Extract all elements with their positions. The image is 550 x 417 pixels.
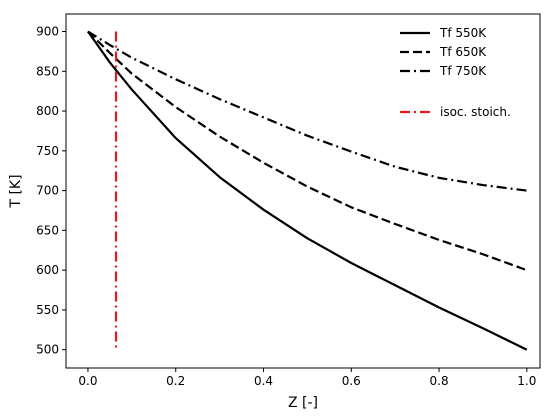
y-tick-label: 800 [36, 104, 59, 118]
y-tick-label: 900 [36, 25, 59, 39]
y-tick-label: 600 [36, 263, 59, 277]
legend-label: Tf 750K [439, 64, 487, 78]
y-tick-label: 650 [36, 223, 59, 237]
x-tick-label: 0.6 [342, 374, 361, 388]
x-tick-label: 0.0 [78, 374, 97, 388]
legend-label: isoc. stoich. [440, 105, 511, 119]
legend-label: Tf 650K [439, 45, 487, 59]
x-axis-ticks: 0.0 0.2 0.4 0.6 0.8 1.0 [78, 368, 536, 388]
x-tick-label: 0.4 [254, 374, 273, 388]
series-layer [87, 30, 528, 351]
x-tick-label: 1.0 [517, 374, 536, 388]
x-axis-label: Z [-] [288, 395, 318, 411]
x-tick-label: 0.2 [166, 374, 185, 388]
legend: Tf 550K Tf 650K Tf 750K isoc. stoich. [400, 26, 511, 119]
y-tick-label: 550 [36, 303, 59, 317]
y-tick-label: 700 [36, 184, 59, 198]
y-axis-ticks: 500 550 600 650 700 750 800 850 900 [36, 25, 66, 357]
x-tick-label: 0.8 [430, 374, 449, 388]
y-axis-label: T [K] [8, 174, 24, 208]
y-tick-label: 850 [36, 64, 59, 78]
series-line-tf-550k [87, 30, 528, 351]
legend-label: Tf 550K [439, 26, 487, 40]
y-tick-label: 500 [36, 343, 59, 357]
series-line-tf-650k [87, 30, 528, 272]
series-line-tf-750k [87, 30, 527, 192]
y-tick-label: 750 [36, 144, 59, 158]
